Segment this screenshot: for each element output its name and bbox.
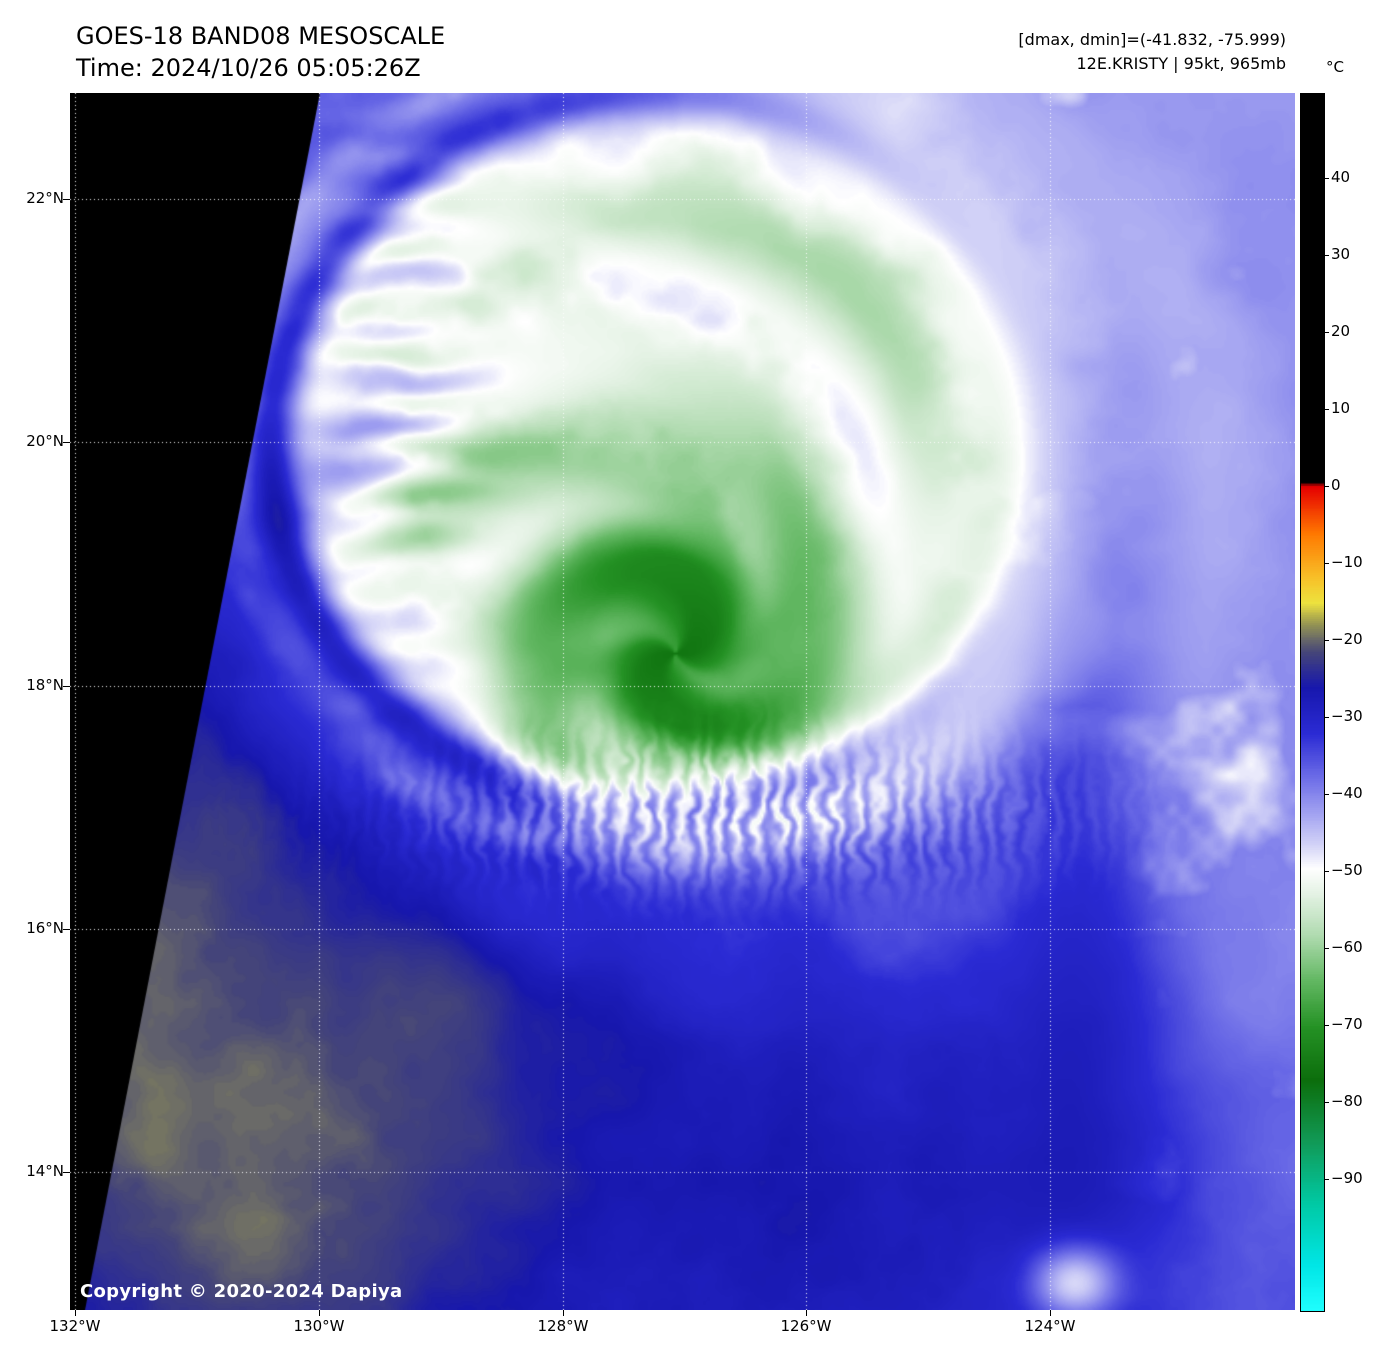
colorbar-tick-label: −80 bbox=[1331, 1092, 1363, 1111]
lon-tick-label: 130°W bbox=[293, 1317, 345, 1335]
product-timestamp: Time: 2024/10/26 05:05:26Z bbox=[76, 54, 421, 82]
storm-status-readout: 12E.KRISTY | 95kt, 965mb bbox=[1076, 54, 1287, 73]
lon-tick-label: 132°W bbox=[49, 1317, 101, 1335]
colorbar-tick-label: −30 bbox=[1331, 706, 1363, 725]
colorbar-tick-mark bbox=[1324, 1179, 1329, 1180]
colorbar-tick-label: −40 bbox=[1331, 783, 1363, 802]
satellite-imagery bbox=[70, 93, 1295, 1310]
lat-tick-mark bbox=[63, 686, 70, 687]
lon-tick-mark bbox=[806, 1310, 807, 1316]
lat-tick-label: 20°N bbox=[26, 432, 64, 450]
lon-tick-label: 124°W bbox=[1024, 1317, 1076, 1335]
colorbar bbox=[1300, 93, 1325, 1312]
copyright-watermark: Copyright © 2020-2024 Dapiya bbox=[80, 1281, 403, 1302]
lon-tick-label: 126°W bbox=[780, 1317, 832, 1335]
lon-tick-mark bbox=[563, 1310, 564, 1316]
colorbar-tick-mark bbox=[1324, 409, 1329, 410]
colorbar-tick-mark bbox=[1324, 486, 1329, 487]
lat-tick-label: 14°N bbox=[26, 1162, 64, 1180]
colorbar-tick-label: 0 bbox=[1331, 475, 1341, 494]
colorbar-tick-mark bbox=[1324, 794, 1329, 795]
colorbar-tick-label: −20 bbox=[1331, 629, 1363, 648]
header-right: [dmax, dmin]=(-41.832, -75.999) 12E.KRIS… bbox=[1018, 28, 1286, 76]
colorbar-tick-mark bbox=[1324, 255, 1329, 256]
colorbar-tick-label: 10 bbox=[1331, 398, 1351, 417]
colorbar-tick-label: −10 bbox=[1331, 552, 1363, 571]
lat-tick-mark bbox=[63, 199, 70, 200]
colorbar-tick-label: 40 bbox=[1331, 167, 1351, 186]
colorbar-tick-label: −60 bbox=[1331, 937, 1363, 956]
colorbar-tick-label: 30 bbox=[1331, 244, 1351, 263]
colorbar-tick-mark bbox=[1324, 178, 1329, 179]
colorbar-unit-label: °C bbox=[1326, 58, 1344, 76]
lat-tick-mark bbox=[63, 929, 70, 930]
lon-tick-mark bbox=[319, 1310, 320, 1316]
colorbar-tick-mark bbox=[1324, 871, 1329, 872]
colorbar-tick-mark bbox=[1324, 1025, 1329, 1026]
colorbar-tick-mark bbox=[1324, 717, 1329, 718]
lat-tick-label: 22°N bbox=[26, 189, 64, 207]
lon-tick-label: 128°W bbox=[537, 1317, 589, 1335]
colorbar-tick-mark bbox=[1324, 640, 1329, 641]
data-range-readout: [dmax, dmin]=(-41.832, -75.999) bbox=[1018, 30, 1286, 49]
satellite-map: Copyright © 2020-2024 Dapiya bbox=[70, 93, 1295, 1310]
colorbar-tick-mark bbox=[1324, 1102, 1329, 1103]
colorbar-tick-label: 20 bbox=[1331, 321, 1351, 340]
product-title: GOES-18 BAND08 MESOSCALE bbox=[76, 22, 446, 50]
lat-tick-label: 18°N bbox=[26, 676, 64, 694]
colorbar-tick-label: −70 bbox=[1331, 1015, 1363, 1033]
colorbar-tick-label: −90 bbox=[1331, 1169, 1363, 1188]
colorbar-tick-mark bbox=[1324, 948, 1329, 949]
colorbar-tick-mark bbox=[1324, 563, 1329, 564]
header-left: GOES-18 BAND08 MESOSCALE Time: 2024/10/2… bbox=[76, 20, 445, 84]
lat-tick-label: 16°N bbox=[26, 919, 64, 937]
lon-tick-mark bbox=[1050, 1310, 1051, 1316]
lat-tick-mark bbox=[63, 442, 70, 443]
colorbar-tick-mark bbox=[1324, 332, 1329, 333]
lat-tick-mark bbox=[63, 1172, 70, 1173]
lon-tick-mark bbox=[75, 1310, 76, 1316]
colorbar-tick-label: −50 bbox=[1331, 860, 1363, 879]
